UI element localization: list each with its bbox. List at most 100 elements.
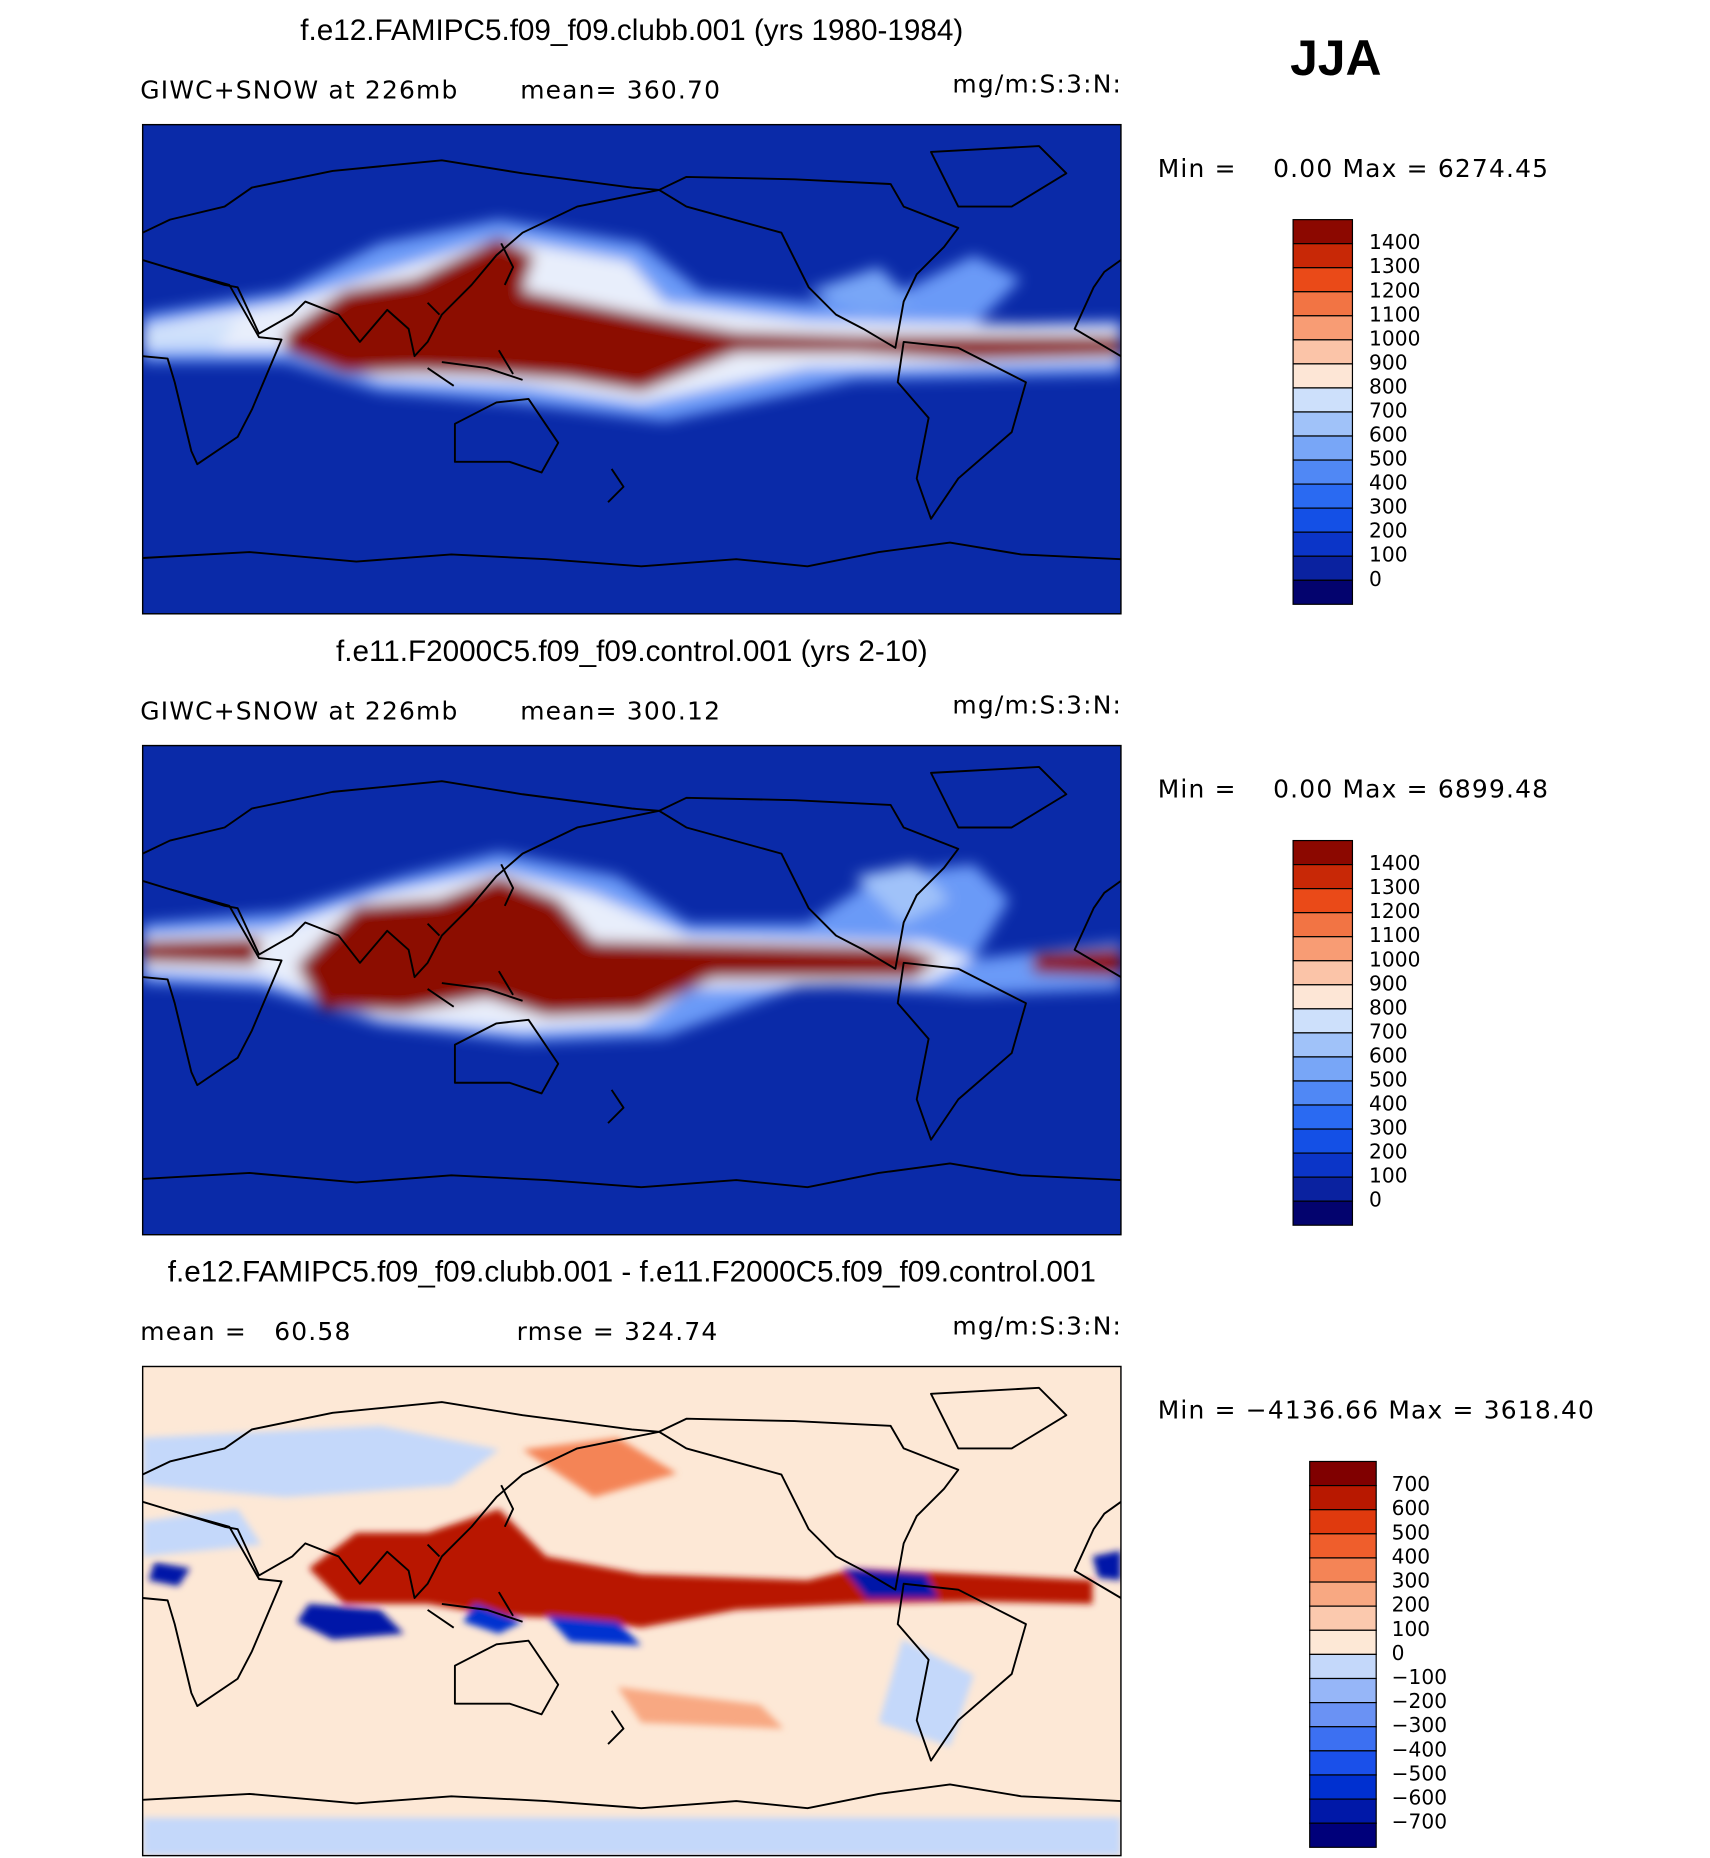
colorbar-label: 1100 xyxy=(1369,302,1420,326)
colorbar-label: 0 xyxy=(1369,1188,1382,1212)
left-label: GIWC+SNOW at 226mb xyxy=(140,696,458,725)
colorbar-label: −200 xyxy=(1392,1689,1447,1713)
colorbar-label: 0 xyxy=(1392,1641,1405,1665)
colorbar-label: 1400 xyxy=(1369,230,1420,254)
min-max-label: Min = 0.00 Max = 6899.48 xyxy=(1158,775,1550,804)
colorbar-box xyxy=(1292,1128,1354,1154)
colorbar-box xyxy=(1309,1629,1377,1655)
panel-title: f.e12.FAMIPC5.f09_f09.clubb.001 - f.e11.… xyxy=(168,1256,1096,1289)
colorbar-label: 1300 xyxy=(1369,875,1420,899)
colorbar-label: 1400 xyxy=(1369,851,1420,875)
colorbar-box xyxy=(1292,1056,1354,1082)
colorbar-box xyxy=(1292,315,1354,341)
colorbar-label: 1200 xyxy=(1369,278,1420,302)
colorbar-box xyxy=(1309,1774,1377,1800)
colorbar-label: 1000 xyxy=(1369,947,1420,971)
colorbar-label: 100 xyxy=(1369,1164,1408,1188)
colorbar-box xyxy=(1309,1750,1377,1776)
left-label: mean = 60.58 xyxy=(140,1317,351,1346)
colorbar-label: 0 xyxy=(1369,567,1382,591)
panel-title: f.e12.FAMIPC5.f09_f09.clubb.001 (yrs 198… xyxy=(300,14,963,47)
center-label: rmse = 324.74 xyxy=(517,1317,719,1346)
colorbar-label: 400 xyxy=(1392,1544,1431,1568)
colorbar-box xyxy=(1292,459,1354,485)
colorbar-label: −500 xyxy=(1392,1761,1447,1785)
units-label: mg/m:S:3:N: xyxy=(952,690,1122,719)
min-max-label: Min = 0.00 Max = 6274.45 xyxy=(1158,154,1550,183)
colorbar-box xyxy=(1292,1104,1354,1130)
colorbar-label: 600 xyxy=(1369,423,1408,447)
colorbar-label: 200 xyxy=(1392,1593,1431,1617)
colorbar-label: 400 xyxy=(1369,471,1408,495)
map-panel-1 xyxy=(141,123,1122,615)
colorbar-label: 1300 xyxy=(1369,254,1420,278)
colorbar-label: 1000 xyxy=(1369,326,1420,350)
colorbar-box xyxy=(1292,219,1354,245)
center-label: mean= 360.70 xyxy=(520,75,721,104)
colorbar-label: 300 xyxy=(1392,1569,1431,1593)
colorbar-box xyxy=(1309,1726,1377,1752)
colorbar-box xyxy=(1292,863,1354,890)
map-panel-3 xyxy=(141,1365,1122,1857)
colorbar-box xyxy=(1309,1533,1377,1559)
season-label: JJA xyxy=(1290,30,1381,86)
colorbar-label: 600 xyxy=(1392,1496,1431,1520)
colorbar-label: −100 xyxy=(1392,1665,1447,1689)
colorbar-box xyxy=(1292,291,1354,317)
colorbar-label: 900 xyxy=(1369,350,1408,374)
colorbar-box xyxy=(1309,1822,1377,1848)
colorbar-box xyxy=(1292,387,1354,413)
colorbar-box xyxy=(1292,411,1354,437)
colorbar-label: −400 xyxy=(1392,1737,1447,1761)
colorbar-box xyxy=(1292,839,1354,866)
colorbar-box xyxy=(1292,1008,1354,1034)
colorbar-label: 700 xyxy=(1392,1472,1431,1496)
colorbar-label: 300 xyxy=(1369,1116,1408,1140)
colorbar-box xyxy=(1292,1176,1354,1202)
colorbar-label: 1200 xyxy=(1369,899,1420,923)
colorbar-label: 100 xyxy=(1392,1617,1431,1641)
colorbar-label: −600 xyxy=(1392,1786,1447,1810)
colorbar-box xyxy=(1292,936,1354,962)
colorbar-label: 700 xyxy=(1369,1019,1408,1043)
colorbar-box xyxy=(1309,1484,1377,1511)
colorbar-label: 900 xyxy=(1369,971,1408,995)
colorbar-label: 400 xyxy=(1369,1092,1408,1116)
colorbar-label: 300 xyxy=(1369,495,1408,519)
colorbar-box xyxy=(1292,1152,1354,1178)
colorbar-box xyxy=(1309,1798,1377,1824)
colorbar-box xyxy=(1292,888,1354,914)
colorbar-box xyxy=(1292,435,1354,461)
colorbar-box xyxy=(1292,243,1354,269)
map-panel-2 xyxy=(141,744,1122,1236)
colorbar-label: 1100 xyxy=(1369,923,1420,947)
colorbar-box xyxy=(1292,1080,1354,1106)
colorbar-box xyxy=(1309,1653,1377,1680)
colorbar-box xyxy=(1292,579,1354,605)
colorbar-box xyxy=(1292,483,1354,509)
colorbar-label: 600 xyxy=(1369,1043,1408,1067)
colorbar-box xyxy=(1292,339,1354,365)
center-label: mean= 300.12 xyxy=(520,696,721,725)
colorbar-box xyxy=(1292,1032,1354,1058)
colorbar-box xyxy=(1292,531,1354,557)
colorbar-box xyxy=(1309,1460,1377,1487)
colorbar-box xyxy=(1292,363,1354,389)
colorbar-label: 500 xyxy=(1369,447,1408,471)
colorbar-box xyxy=(1309,1557,1377,1583)
colorbar-label: 500 xyxy=(1369,1067,1408,1091)
colorbar-label: 200 xyxy=(1369,519,1408,543)
units-label: mg/m:S:3:N: xyxy=(952,1311,1122,1340)
units-label: mg/m:S:3:N: xyxy=(952,69,1122,98)
colorbar-box xyxy=(1309,1702,1377,1728)
colorbar-label: 500 xyxy=(1392,1520,1431,1544)
colorbar-box xyxy=(1292,984,1354,1010)
colorbar-box xyxy=(1309,1509,1377,1535)
colorbar-label: 100 xyxy=(1369,543,1408,567)
colorbar-box xyxy=(1309,1677,1377,1704)
panel-title: f.e11.F2000C5.f09_f09.control.001 (yrs 2… xyxy=(336,635,928,668)
colorbar-box xyxy=(1292,507,1354,533)
colorbar-box xyxy=(1292,1200,1354,1226)
colorbar-label: 800 xyxy=(1369,374,1408,398)
